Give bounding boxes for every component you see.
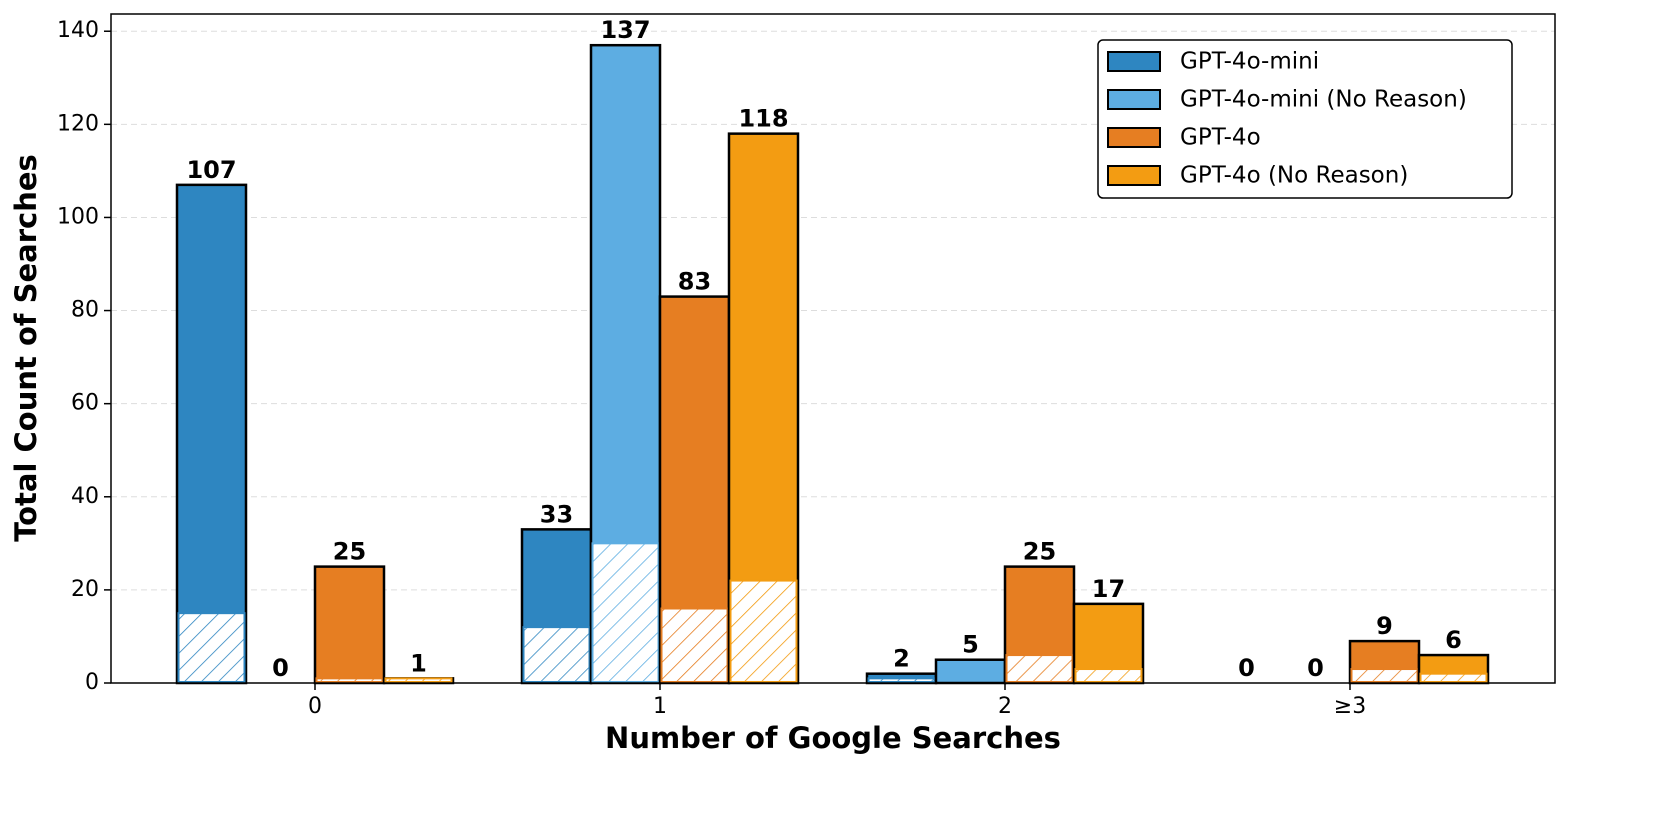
- y-axis-title: Total Count of Searches: [9, 154, 43, 542]
- legend-label: GPT-4o-mini (No Reason): [1180, 87, 1467, 113]
- bar-hatch: [522, 626, 591, 683]
- x-axis-title: Number of Google Searches: [605, 721, 1061, 755]
- value-label: 137: [600, 16, 650, 44]
- value-label: 17: [1092, 575, 1125, 603]
- value-label: 107: [186, 156, 236, 184]
- bar-hatch: [729, 579, 798, 684]
- legend-label: GPT-4o-mini: [1180, 49, 1319, 75]
- value-label: 0: [272, 654, 289, 682]
- bar: [313, 565, 386, 685]
- legend-box: [1097, 39, 1513, 199]
- bar-hatch: [591, 542, 660, 684]
- y-tick-label: 20: [71, 577, 99, 602]
- y-tick-label: 120: [57, 111, 99, 136]
- value-label: 25: [333, 538, 366, 566]
- bar-hatch: [1074, 668, 1143, 683]
- x-tick-label: 2: [998, 694, 1012, 719]
- x-tick-label: 1: [653, 694, 667, 719]
- value-label: 6: [1445, 626, 1462, 654]
- legend-label: GPT-4o: [1180, 125, 1261, 151]
- value-label: 9: [1376, 612, 1393, 640]
- y-tick-label: 40: [71, 484, 99, 509]
- bar-hatch: [660, 607, 729, 683]
- x-tick-label: ≥3: [1334, 694, 1366, 719]
- bar-hatch: [315, 677, 384, 684]
- legend-label: GPT-4o (No Reason): [1180, 163, 1408, 189]
- y-tick-label: 0: [85, 670, 99, 695]
- y-tick-label: 60: [71, 391, 99, 416]
- value-label: 0: [1307, 654, 1324, 682]
- value-label: 83: [678, 268, 711, 296]
- bar-hatch: [177, 612, 246, 683]
- value-label: 5: [962, 631, 979, 659]
- value-label: 1: [410, 649, 427, 677]
- bar-hatch: [867, 677, 936, 684]
- y-tick-label: 100: [57, 204, 99, 229]
- value-label: 33: [540, 500, 573, 528]
- x-tick-label: 0: [308, 694, 322, 719]
- plot-frame: [110, 13, 1556, 684]
- bar: [934, 658, 1007, 685]
- bar-hatch: [1350, 668, 1419, 683]
- bar-hatch: [1419, 672, 1488, 684]
- bar-hatch: [384, 677, 453, 684]
- legend-swatch: [1107, 89, 1161, 110]
- value-label: 0: [1238, 654, 1255, 682]
- legend-swatch: [1107, 165, 1161, 186]
- legend-swatch: [1107, 127, 1161, 148]
- bar-hatch: [1005, 654, 1074, 684]
- value-label: 2: [893, 645, 910, 673]
- value-label: 25: [1023, 538, 1056, 566]
- bar: [175, 183, 248, 685]
- y-tick-label: 80: [71, 298, 99, 323]
- legend-swatch: [1107, 51, 1161, 72]
- y-tick-label: 140: [57, 18, 99, 43]
- value-label: 118: [738, 105, 788, 133]
